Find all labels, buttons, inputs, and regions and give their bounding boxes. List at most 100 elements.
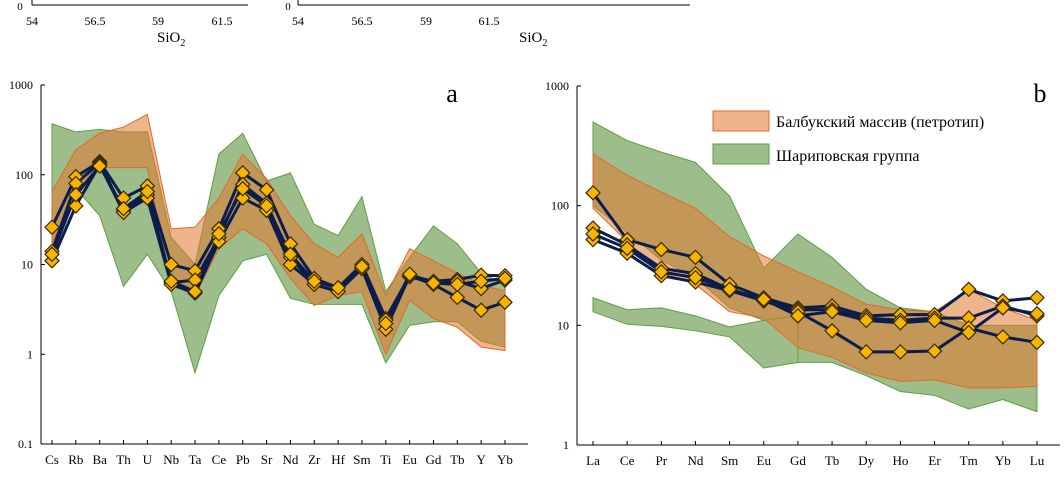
legend: Балбукский массив (петротип) Шариповская… <box>712 110 984 165</box>
data-point-sample-4 <box>330 279 346 296</box>
y-tick-label: 1 <box>563 438 569 452</box>
data-point-sample-3 <box>497 294 513 311</box>
x-tick-label: Tb <box>450 452 464 467</box>
top-fragment-left: 0 54 56.5 59 61.5 SiO2 <box>17 0 248 49</box>
data-point-sample-4 <box>258 198 275 214</box>
legend-swatch-orange <box>712 110 770 132</box>
y-tick-label: 0 <box>285 1 291 13</box>
data-point-sample-4 <box>755 291 772 308</box>
data-point-sample-4 <box>721 281 738 298</box>
y-tick-label: 0.1 <box>18 437 33 451</box>
data-point-sample-3 <box>892 344 909 360</box>
data-point-sample-4 <box>473 273 490 290</box>
x-tick-label: 54 <box>292 14 304 28</box>
data-point-sample-3 <box>994 329 1011 345</box>
legend-swatch-green <box>712 143 770 165</box>
data-point-sample-4 <box>187 283 203 300</box>
data-point-sample-4 <box>653 263 670 280</box>
x-tick-label: Tb <box>825 453 839 468</box>
data-point-sample-4 <box>282 246 299 263</box>
x-tick-label: Nd <box>688 453 704 468</box>
data-point-sample-3 <box>1029 334 1045 351</box>
y-tick-label: 100 <box>551 199 569 213</box>
spider-diagram-a: 0.1 1 10 100 1000 Cs Rb Ba Th U Nb Ta Ce Pb Sr Nd Zr Hf Sm… <box>9 78 528 467</box>
x-tick-label: Gd <box>426 452 442 467</box>
x-tick-label: Pr <box>656 453 668 468</box>
x-tick-label: La <box>586 453 600 468</box>
data-point-sample-4 <box>449 276 466 293</box>
data-point-sample-4 <box>139 183 156 200</box>
data-point-sample-4 <box>425 275 442 291</box>
x-tick-label: Y <box>476 452 486 467</box>
x-tick-label: Sm <box>353 452 370 467</box>
band-orange <box>592 153 1038 389</box>
x-tick-label: Dy <box>858 453 874 468</box>
data-point-sample-1 <box>163 256 180 273</box>
x-tick-label: 56.5 <box>85 14 106 28</box>
x-tick-label: Sm <box>721 453 738 468</box>
data-point-sample-4 <box>91 158 108 174</box>
x-tick-label: Lu <box>1030 453 1045 468</box>
ree-diagram-b: 1 10 100 1000 La Ce Pr Nd Sm Eu Gd Tb Dy Ho Er Tm Yb Lu b <box>545 79 1060 468</box>
x-tick-label: Nd <box>282 452 298 467</box>
legend-label-green: Шариповская группа <box>776 148 920 165</box>
data-point-sample-3 <box>926 343 943 359</box>
x-tick-label: Hf <box>331 452 345 467</box>
band-green <box>592 297 799 369</box>
data-point-sample-4 <box>824 303 840 320</box>
x-tick-label: 61.5 <box>212 14 233 28</box>
x-tick-label: Nb <box>163 452 179 467</box>
data-point-sample-4 <box>354 258 370 275</box>
data-point-sample-3 <box>282 256 299 273</box>
x-tick-label: Gd <box>790 453 806 468</box>
data-point-sample-1 <box>44 219 60 236</box>
data-point-sample-4 <box>401 266 418 283</box>
data-point-sample-1 <box>687 249 704 266</box>
data-point-sample-4 <box>994 299 1011 316</box>
y-tick-label: 1000 <box>545 79 569 93</box>
x-tick-label: Er <box>928 453 941 468</box>
y-tick-label: 10 <box>21 258 33 272</box>
y-tick-label: 10 <box>557 318 569 332</box>
data-point-sample-1 <box>1029 289 1045 306</box>
data-point-sample-4 <box>497 270 513 287</box>
y-tick-label: 1 <box>27 347 33 361</box>
data-point-sample-4 <box>211 225 227 242</box>
data-point-sample-4 <box>892 314 909 331</box>
data-point-sample-4 <box>1029 305 1045 322</box>
data-point-sample-4 <box>377 315 394 332</box>
data-point-sample-4 <box>585 226 601 242</box>
legend-label-orange: Балбукский массив (петротип) <box>776 114 984 131</box>
x-tick-label: Sr <box>261 452 273 467</box>
x-tick-label: Ta <box>189 452 202 467</box>
x-tick-label: Rb <box>68 452 83 467</box>
x-tick-label: Eu <box>757 453 772 468</box>
y-tick-label: 1000 <box>9 78 33 92</box>
data-point-sample-3 <box>858 344 875 360</box>
data-point-sample-3 <box>234 190 251 206</box>
x-tick-label: Ce <box>620 453 635 468</box>
data-point-sample-4 <box>619 240 636 257</box>
data-point-sample-4 <box>115 200 132 217</box>
x-tick-label: Yb <box>497 452 513 467</box>
data-point-sample-4 <box>306 273 323 290</box>
data-point-sample-3 <box>449 289 466 306</box>
x-tick-label: Yb <box>995 453 1011 468</box>
x-tick-label: Ti <box>380 452 391 467</box>
x-tick-label: Zr <box>308 452 321 467</box>
data-point-sample-4 <box>67 186 84 203</box>
top-fragment-right: 0 54 56.5 59 61.5 SiO2 <box>285 0 690 49</box>
x-tick-label: Cs <box>45 452 59 467</box>
data-point-sample-4 <box>858 312 875 329</box>
data-point-sample-4 <box>687 269 704 286</box>
panel-label: b <box>1034 79 1047 108</box>
x-tick-label: U <box>143 452 153 467</box>
panel-label: a <box>446 79 458 108</box>
x-tick-label: Pb <box>236 452 250 467</box>
data-point-sample-4 <box>163 273 180 290</box>
x-tick-label: 56.5 <box>352 14 373 28</box>
x-tick-label: Ho <box>892 453 908 468</box>
data-point-sample-4 <box>790 308 806 324</box>
data-point-sample-4 <box>44 246 60 263</box>
